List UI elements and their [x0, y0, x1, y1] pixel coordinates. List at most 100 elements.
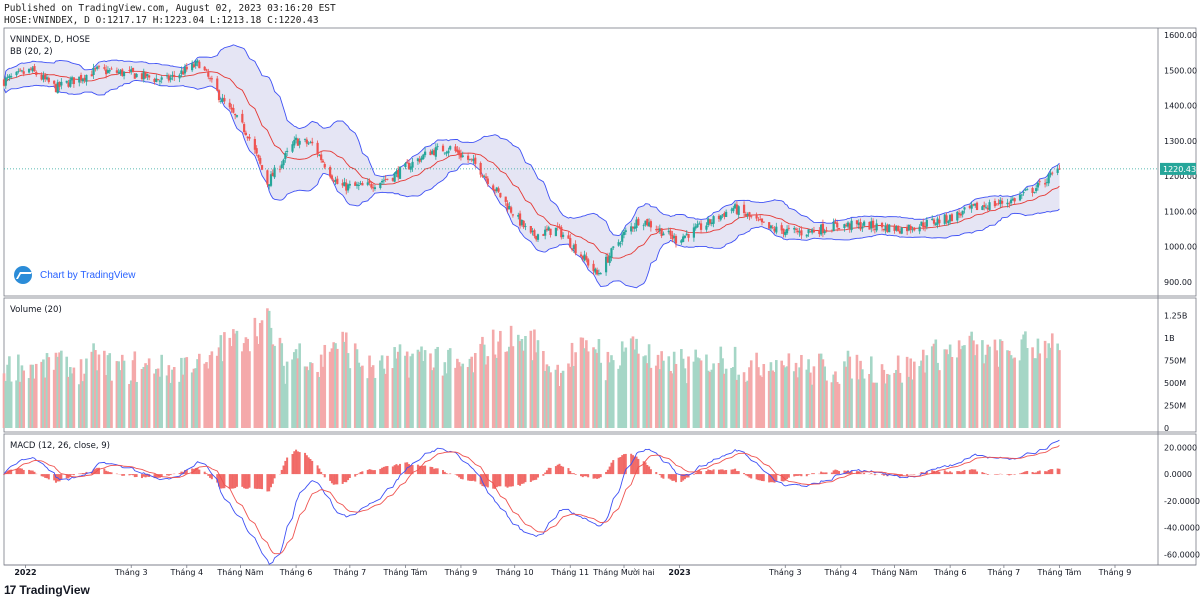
macd-histogram-bar	[961, 470, 964, 475]
macd-histogram-bar	[1019, 473, 1022, 475]
macd-histogram-bar	[807, 474, 810, 475]
volume-bar	[448, 348, 452, 428]
candle	[950, 213, 954, 222]
candle-body	[44, 75, 47, 80]
candle	[133, 73, 136, 79]
candle	[343, 177, 346, 187]
volume-bar	[158, 376, 162, 428]
candle-body	[144, 71, 147, 78]
candle	[135, 73, 138, 78]
macd-histogram-bar	[65, 474, 68, 479]
macd-histogram-bar	[768, 474, 771, 483]
candle	[775, 222, 778, 235]
candle-body	[750, 216, 753, 218]
macd-pane: MACD (12, 26, close, 9)	[3, 439, 1061, 565]
macd-histogram-bar	[671, 474, 674, 481]
candle	[191, 60, 194, 73]
macd-histogram-bar	[110, 472, 113, 475]
candle-body	[1008, 203, 1011, 205]
time-tick-label: Tháng 4	[824, 568, 858, 577]
candle	[105, 65, 108, 79]
macd-histogram-bar	[1044, 471, 1047, 475]
macd-histogram-bar	[544, 472, 547, 475]
volume-bar	[228, 337, 232, 428]
candle	[330, 174, 334, 181]
volume-bar	[373, 377, 377, 428]
watermark[interactable]: Chart by TradingView	[14, 266, 135, 284]
candle-body	[554, 227, 558, 237]
volume-bar	[882, 369, 886, 428]
candle	[19, 68, 22, 72]
candle-body	[581, 255, 584, 259]
candle	[221, 93, 224, 103]
candle	[934, 222, 937, 226]
candle-body	[630, 226, 633, 232]
macd-histogram-bar	[680, 474, 683, 482]
volume-bar	[42, 359, 45, 428]
macd-histogram-bar	[562, 466, 565, 475]
volume-bar	[357, 362, 361, 428]
candle-body	[398, 166, 402, 179]
volume-bar	[934, 339, 938, 428]
candle	[1008, 201, 1011, 208]
macd-histogram-bar	[443, 471, 446, 475]
candle-body	[244, 132, 248, 135]
macd-histogram-bar	[648, 466, 651, 475]
candle-body	[984, 206, 988, 208]
volume-bar	[153, 373, 156, 428]
candle	[755, 212, 758, 222]
candle-body	[723, 213, 726, 217]
macd-histogram-bar	[382, 466, 385, 475]
macd-histogram-bar	[995, 474, 998, 475]
candle	[918, 224, 921, 235]
macd-histogram-bar	[506, 474, 509, 488]
candle-body	[393, 173, 396, 182]
candle-body	[886, 224, 889, 233]
macd-histogram-bar	[495, 474, 498, 488]
volume-bar	[15, 380, 18, 428]
macd-histogram-bar	[31, 470, 34, 475]
volume-bar	[558, 386, 561, 428]
candle-body	[956, 211, 959, 221]
candle	[268, 184, 271, 190]
volume-bar	[592, 347, 595, 428]
macd-histogram-bar	[282, 465, 285, 475]
candle	[923, 221, 927, 232]
candle-body	[461, 155, 464, 158]
candle	[794, 227, 798, 234]
macd-histogram-bar	[536, 474, 539, 478]
macd-histogram-bar	[259, 474, 262, 489]
candle-body	[870, 221, 873, 229]
macd-histogram-bar	[483, 474, 486, 487]
volume-bar	[409, 356, 413, 428]
volume-bar	[868, 374, 871, 428]
volume-bar	[405, 351, 409, 428]
candle-body	[999, 199, 1002, 205]
candle-body	[192, 64, 196, 68]
volume-bar	[730, 367, 733, 428]
candle-body	[911, 229, 914, 231]
candle-body	[768, 222, 771, 229]
candle-body	[94, 68, 97, 70]
volume-bar	[217, 347, 221, 428]
macd-histogram-bar	[1024, 471, 1027, 475]
macd-histogram-bar	[418, 465, 421, 475]
candle-body	[119, 70, 122, 74]
volume-bar	[307, 370, 310, 428]
volume-bar	[518, 341, 522, 428]
volume-bar	[898, 372, 902, 428]
candle	[932, 218, 936, 226]
candle-body	[481, 174, 484, 177]
candle	[311, 137, 314, 146]
volume-bar	[855, 354, 859, 428]
candle	[549, 228, 552, 238]
footer-brand[interactable]: 17 TradingView	[4, 583, 90, 597]
volume-bar	[1047, 343, 1050, 428]
macd-histogram-bar	[347, 474, 350, 481]
candle	[834, 218, 837, 224]
candle	[173, 70, 176, 81]
macd-histogram-bar	[596, 474, 599, 479]
candle	[633, 222, 636, 232]
candle	[479, 161, 482, 178]
macd-histogram-bar	[649, 469, 652, 475]
